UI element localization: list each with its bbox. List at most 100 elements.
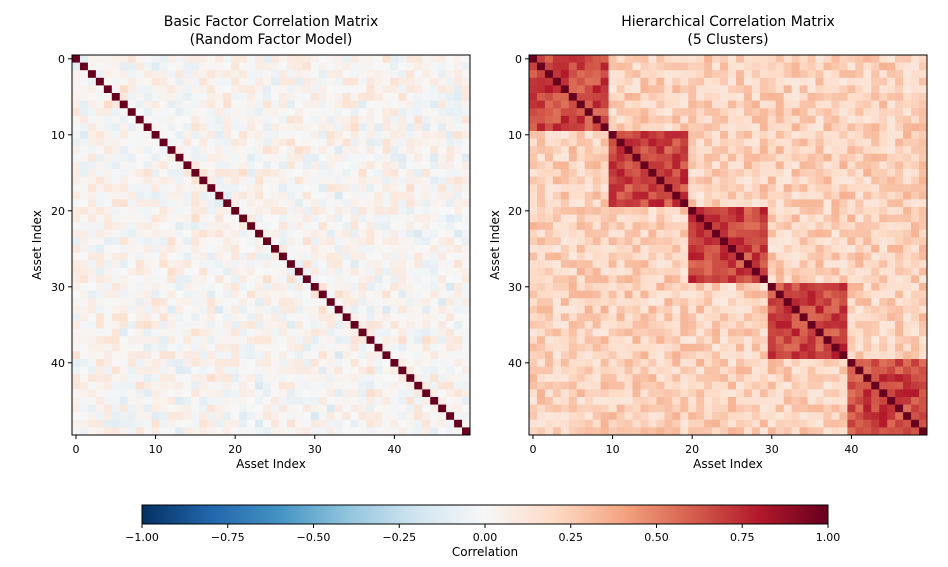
heatmap-cell xyxy=(775,381,785,390)
heatmap-cell xyxy=(751,191,761,200)
heatmap-cell xyxy=(159,131,168,139)
heatmap-cell xyxy=(119,93,129,101)
heatmap-cell xyxy=(231,267,240,276)
heatmap-cell xyxy=(696,169,705,177)
heatmap-cell xyxy=(95,176,105,185)
heatmap-cell xyxy=(767,328,777,337)
heatmap-cell xyxy=(95,100,105,109)
heatmap-cell xyxy=(318,404,328,413)
heatmap-cell xyxy=(871,191,880,200)
heatmap-cell xyxy=(680,381,689,390)
heatmap-cell xyxy=(919,412,928,421)
heatmap-cell xyxy=(624,153,633,162)
heatmap-cell xyxy=(895,123,904,132)
heatmap-cell xyxy=(103,374,113,383)
heatmap-cell xyxy=(552,321,562,329)
heatmap-cell xyxy=(871,359,880,367)
heatmap-cell xyxy=(584,138,594,147)
heatmap-cell xyxy=(390,328,399,337)
heatmap-cell xyxy=(398,85,407,94)
heatmap-cell xyxy=(294,214,304,223)
heatmap-cell xyxy=(759,222,769,231)
heatmap-cell xyxy=(374,252,383,261)
heatmap-cell xyxy=(608,100,617,109)
heatmap-cell xyxy=(696,55,705,63)
heatmap-cell xyxy=(127,366,137,375)
heatmap-cell xyxy=(111,427,121,436)
heatmap-cell xyxy=(728,100,737,109)
heatmap-cell xyxy=(696,290,705,299)
heatmap-cell xyxy=(215,229,224,238)
heatmap-cell xyxy=(326,214,336,223)
heatmap-cell xyxy=(310,374,320,383)
heatmap-cell xyxy=(143,366,152,375)
heatmap-cell xyxy=(406,207,415,215)
heatmap-cell xyxy=(310,283,320,291)
heatmap-cell xyxy=(592,229,601,238)
heatmap-cell xyxy=(640,366,649,375)
heatmap-cell xyxy=(151,267,160,276)
heatmap-cell xyxy=(799,93,808,101)
heatmap-cell xyxy=(406,77,415,86)
heatmap-cell xyxy=(462,115,471,124)
heatmap-cell xyxy=(350,237,359,246)
heatmap-cell xyxy=(454,305,463,314)
heatmap-cell xyxy=(720,321,729,329)
heatmap-cell xyxy=(688,176,697,185)
heatmap-cell xyxy=(783,419,793,428)
heatmap-cell xyxy=(462,146,471,155)
heatmap-cell xyxy=(446,108,455,117)
heatmap-cell xyxy=(584,343,594,352)
heatmap-cell xyxy=(143,419,152,428)
heatmap-cell xyxy=(263,336,272,345)
heatmap-cell xyxy=(127,260,137,269)
heatmap-cell xyxy=(815,108,824,117)
heatmap-cell xyxy=(576,176,586,185)
heatmap-cell xyxy=(823,404,832,413)
heatmap-cell xyxy=(919,146,928,155)
heatmap-cell xyxy=(823,199,832,208)
heatmap-cell xyxy=(887,351,896,360)
heatmap-cell xyxy=(552,115,562,124)
heatmap-cell xyxy=(438,397,447,405)
heatmap-cell xyxy=(263,389,272,398)
heatmap-cell xyxy=(103,419,113,428)
heatmap-cell xyxy=(255,427,264,436)
heatmap-cell xyxy=(374,222,383,231)
heatmap-cell xyxy=(398,404,407,413)
heatmap-cell xyxy=(632,419,641,428)
heatmap-cell xyxy=(374,419,383,428)
heatmap-cell xyxy=(608,138,617,147)
heatmap-cell xyxy=(454,176,463,185)
heatmap-cell xyxy=(568,351,578,360)
heatmap-cell xyxy=(791,397,800,405)
heatmap-cell xyxy=(608,283,617,291)
heatmap-cell xyxy=(783,267,793,276)
heatmap-cell xyxy=(911,290,920,299)
heatmap-cell xyxy=(616,222,625,231)
heatmap-cell xyxy=(374,336,383,345)
heatmap-cell xyxy=(390,131,399,139)
heatmap-cell xyxy=(278,191,288,200)
heatmap-cell xyxy=(903,131,912,139)
heatmap-cell xyxy=(446,412,455,421)
heatmap-cell xyxy=(632,131,641,139)
heatmap-cell xyxy=(79,283,89,291)
heatmap-cell xyxy=(783,153,793,162)
heatmap-cell xyxy=(783,260,793,269)
heatmap-cell xyxy=(143,275,152,284)
heatmap-cell xyxy=(815,55,824,63)
heatmap-cell xyxy=(119,123,129,132)
heatmap-cell xyxy=(326,245,336,253)
heatmap-cell xyxy=(247,70,256,79)
heatmap-cell xyxy=(247,93,256,101)
heatmap-cell xyxy=(720,290,729,299)
heatmap-cell xyxy=(239,131,248,139)
heatmap-cell xyxy=(600,397,609,405)
heatmap-cell xyxy=(672,191,681,200)
heatmap-cell xyxy=(438,55,447,63)
heatmap-cell xyxy=(664,55,673,63)
heatmap-cell xyxy=(406,313,415,322)
heatmap-cell xyxy=(672,290,681,299)
heatmap-cell xyxy=(111,343,121,352)
